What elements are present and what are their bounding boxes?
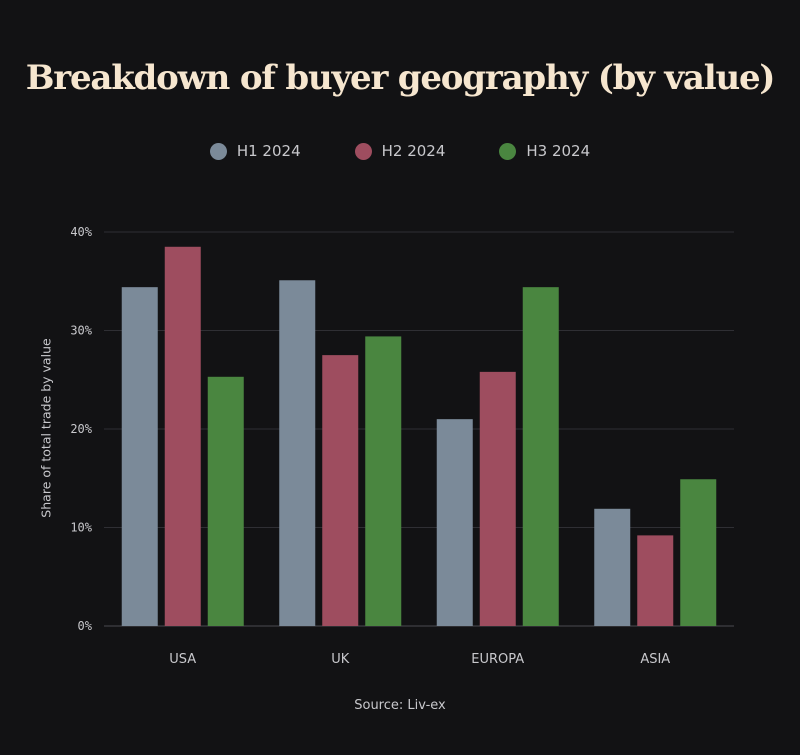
bar-europa-h1-2024 [436, 419, 473, 626]
y-tick-label: 10% [70, 521, 92, 535]
x-tick-label: EUROPA [471, 652, 524, 667]
y-tick-label: 20% [70, 422, 92, 436]
bar-europa-h2-2024 [479, 371, 516, 626]
y-tick-label: 30% [70, 324, 92, 338]
legend-swatch-h2 [354, 142, 372, 160]
legend: H1 2024 H2 2024 H3 2024 [0, 142, 800, 160]
legend-label-h1: H1 2024 [236, 142, 301, 160]
bar-usa-h3-2024 [207, 376, 244, 626]
bar-asia-h1-2024 [594, 508, 631, 626]
x-tick-label: UK [331, 652, 350, 667]
chart-title: Breakdown of buyer geography (by value) [25, 58, 776, 98]
y-tick-label: 0% [78, 619, 93, 633]
source-note: Source: Liv-ex [354, 698, 446, 713]
bar-usa-h2-2024 [164, 246, 201, 626]
legend-label-h3: H3 2024 [526, 142, 591, 160]
x-tick-label: ASIA [640, 652, 670, 667]
bar-uk-h3-2024 [365, 336, 402, 626]
x-tick-label: USA [169, 652, 196, 667]
legend-swatch-h3 [499, 142, 517, 160]
bar-uk-h2-2024 [322, 355, 359, 626]
bar-uk-h1-2024 [279, 280, 316, 626]
legend-swatch-h1 [209, 142, 227, 160]
bar-usa-h1-2024 [121, 287, 158, 626]
legend-item-h2: H2 2024 [354, 142, 446, 160]
y-tick-label: 40% [70, 225, 92, 239]
legend-item-h3: H3 2024 [499, 142, 590, 160]
bar-europa-h3-2024 [522, 287, 559, 626]
legend-item-h1: H1 2024 [209, 142, 301, 160]
bar-asia-h2-2024 [637, 535, 674, 626]
legend-label-h2: H2 2024 [381, 142, 446, 160]
bar-asia-h3-2024 [680, 479, 717, 626]
